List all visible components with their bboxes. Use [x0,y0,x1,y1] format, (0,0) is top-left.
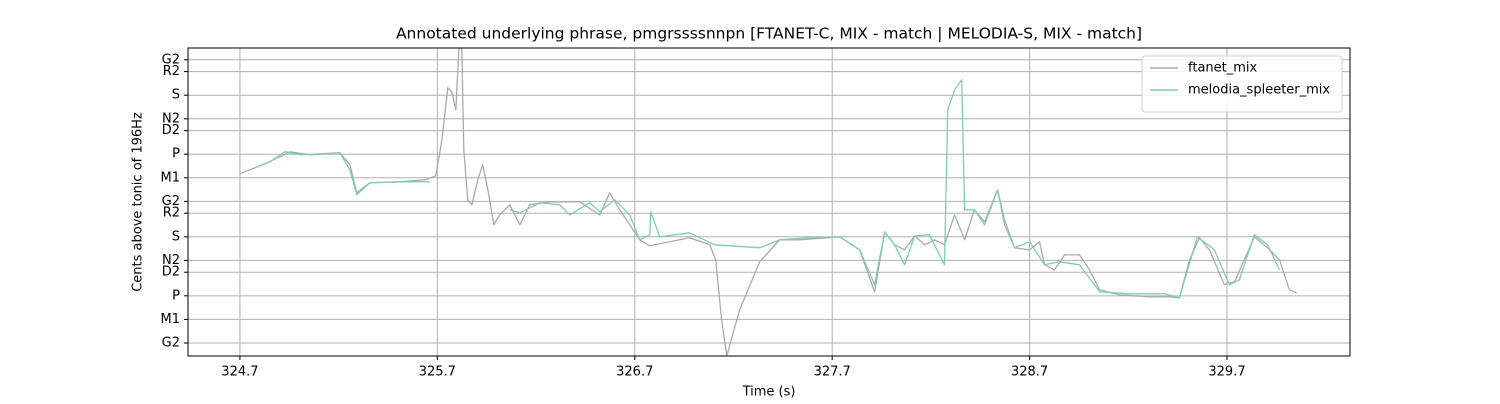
x-tick-label: 327.7 [814,365,851,380]
x-axis-label: Time (s) [742,385,796,400]
legend-label: ftanet_mix [1188,61,1258,76]
y-tick-label: M1 [161,170,181,185]
y-tick-label: R2 [163,206,180,221]
y-tick-label: D2 [162,265,180,280]
x-tick-label: 328.7 [1011,365,1048,380]
y-tick-label: S [172,88,180,103]
y-tick-label: G2 [162,194,180,209]
line-series [239,47,1297,357]
y-tick-label: R2 [163,64,180,79]
y-tick-label: S [172,229,180,244]
y-tick-label: P [172,288,180,303]
plot-frame [187,47,1351,357]
legend-label: melodia_spleeter_mix [1188,83,1330,98]
x-tick-label: 325.7 [419,365,456,380]
y-tick-label: N2 [162,253,180,268]
x-tick-label: 329.7 [1208,365,1245,380]
y-tick-label: N2 [162,111,180,126]
x-tick-label: 324.7 [221,365,258,380]
y-tick-label: D2 [162,123,180,138]
y-tick-label: G2 [162,336,180,351]
y-tick-label: P [172,147,180,162]
chart-title: Annotated underlying phrase, pmgrssssnnp… [396,25,1142,43]
y-tick-label: M1 [161,312,181,327]
x-tick-label: 326.7 [616,365,653,380]
line-series [254,79,1281,299]
y-tick-label: G2 [162,52,180,67]
legend-box [1141,55,1343,113]
y-axis-label: Cents above tonic of 196Hz [131,112,146,292]
